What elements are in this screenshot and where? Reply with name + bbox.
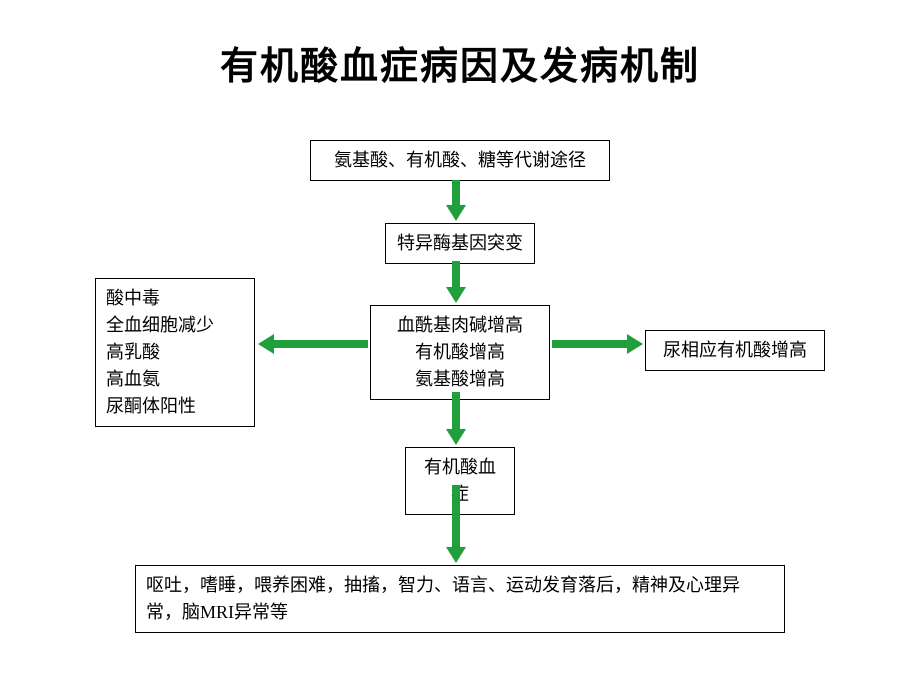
node-text-line: 呕吐，嗜睡，喂养困难，抽搐，智力、语言、运动发育落后，精神及心理异常，脑MRI异…	[146, 572, 774, 626]
arrow-head	[446, 205, 466, 221]
node-n6: 有机酸血症	[405, 447, 515, 515]
arrow-head	[446, 429, 466, 445]
node-text-line: 酸中毒	[106, 285, 244, 312]
arrow-shaft	[452, 485, 460, 547]
arrow-shaft	[274, 340, 368, 348]
node-text-line: 氨基酸增高	[415, 366, 505, 393]
arrow-head	[258, 334, 274, 354]
node-n5: 尿相应有机酸增高	[645, 330, 825, 371]
node-text-line: 氨基酸、有机酸、糖等代谢途径	[334, 147, 586, 174]
node-text-line: 有机酸增高	[415, 339, 505, 366]
node-text-line: 高血氨	[106, 366, 244, 393]
node-text-line: 血酰基肉碱增高	[397, 312, 523, 339]
node-n4: 酸中毒全血细胞减少高乳酸高血氨尿酮体阳性	[95, 278, 255, 427]
arrow-head	[446, 287, 466, 303]
node-text-line: 高乳酸	[106, 339, 244, 366]
node-text-line: 尿相应有机酸增高	[663, 337, 807, 364]
arrow-head	[627, 334, 643, 354]
node-n1: 氨基酸、有机酸、糖等代谢途径	[310, 140, 610, 181]
node-n3: 血酰基肉碱增高有机酸增高氨基酸增高	[370, 305, 550, 400]
page-title: 有机酸血症病因及发病机制	[0, 35, 920, 90]
arrow-shaft	[452, 392, 460, 429]
node-text-line: 特异酶基因突变	[397, 230, 523, 257]
node-n2: 特异酶基因突变	[385, 223, 535, 264]
node-n7: 呕吐，嗜睡，喂养困难，抽搐，智力、语言、运动发育落后，精神及心理异常，脑MRI异…	[135, 565, 785, 633]
arrow-shaft	[552, 340, 627, 348]
arrow-shaft	[452, 261, 460, 287]
arrow-shaft	[452, 180, 460, 205]
node-text-line: 全血细胞减少	[106, 312, 244, 339]
node-text-line: 有机酸血症	[416, 454, 504, 508]
node-text-line: 尿酮体阳性	[106, 393, 244, 420]
arrow-head	[446, 547, 466, 563]
